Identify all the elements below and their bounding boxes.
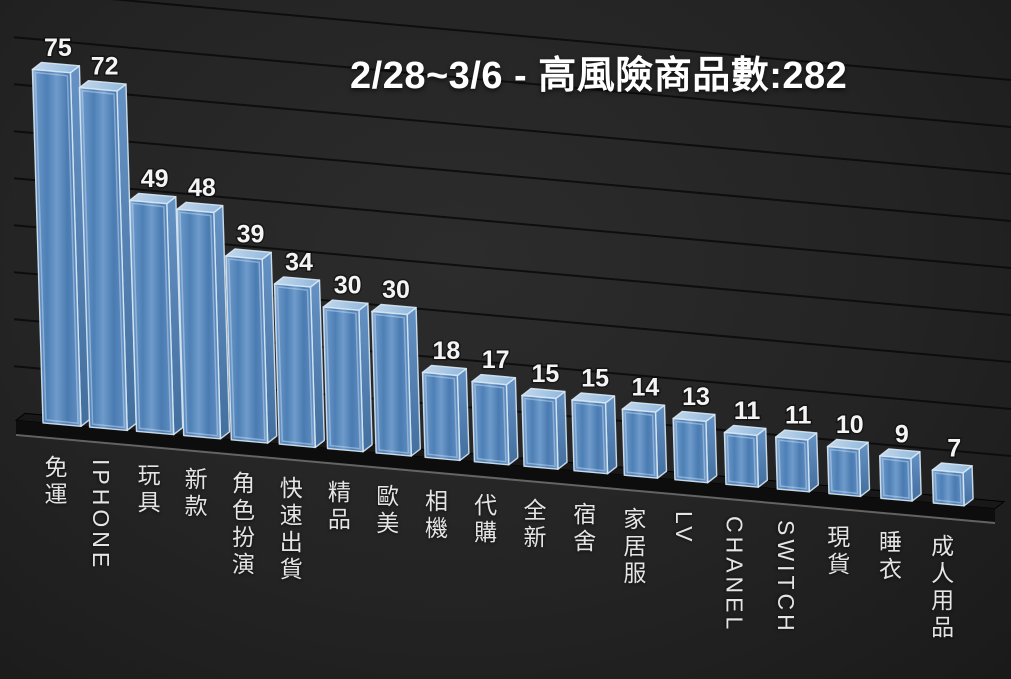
bar-現貨: [826, 438, 871, 498]
bar-front-face: [931, 469, 965, 507]
bar-inner-highlight: [881, 458, 910, 499]
value-label: 75: [44, 34, 72, 62]
bar-新款: [176, 201, 231, 440]
bar-front-face: [176, 208, 222, 440]
bar-inner-highlight: [325, 309, 361, 450]
bar-相機: [421, 364, 470, 462]
value-label: 7: [947, 434, 961, 462]
bar-睡衣: [879, 448, 922, 502]
value-labels: 75 72 49 48 39 34 30 30 18 17 15 15 14 13 11 11 10 9 7: [42, 33, 962, 464]
bar-inner-highlight: [777, 439, 808, 490]
bar-inner-highlight: [474, 383, 507, 463]
bar-front-face: [421, 371, 461, 462]
bar-front-face: [371, 310, 412, 457]
bar-front-face: [225, 255, 269, 444]
value-label: 13: [682, 383, 710, 411]
value-label: 30: [382, 276, 410, 304]
bar-免運: [31, 61, 91, 427]
bar-代購: [471, 373, 519, 466]
bar-front-face: [128, 199, 175, 436]
value-label: 49: [141, 165, 169, 193]
bar-inner-highlight: [524, 397, 556, 468]
bar-inner-highlight: [574, 402, 606, 472]
bar-inner-highlight: [829, 448, 859, 495]
chart-title: 2/28~3/6 - 高風險商品數:282: [350, 55, 848, 97]
bar-front-face: [775, 436, 810, 493]
bar-front-face: [322, 306, 364, 453]
gridline: [13, 177, 1011, 269]
bar-角色扮演: [225, 248, 278, 444]
value-label: 39: [237, 221, 265, 249]
bar-inner-highlight: [228, 258, 266, 441]
bar-front-face: [78, 86, 128, 432]
bar-全新: [521, 387, 568, 470]
value-label: 18: [432, 337, 460, 365]
bar-歐美: [371, 303, 421, 457]
bar-IPHONE: [78, 79, 137, 432]
bar-front-face: [571, 399, 609, 475]
bar-inner-highlight: [374, 313, 410, 454]
bar-成人用品: [931, 462, 974, 507]
bar-inner-highlight: [424, 374, 458, 459]
value-label: 34: [285, 249, 313, 277]
value-label: 72: [91, 52, 119, 80]
bar-快速出貨: [273, 276, 325, 449]
floor-front: [16, 420, 995, 523]
bar-front-face: [723, 431, 759, 488]
bar-玩具: [128, 192, 184, 436]
value-label: 9: [895, 420, 909, 448]
gridline: [13, 130, 1011, 222]
value-label: 17: [482, 346, 510, 374]
bar-front-face: [273, 283, 316, 449]
value-label: 15: [531, 360, 559, 388]
bar-inner-highlight: [131, 202, 172, 433]
bar-inner-highlight: [675, 420, 706, 481]
bar-inner-highlight: [34, 71, 79, 425]
bar-inner-highlight: [624, 411, 656, 477]
bar-inner-highlight: [276, 286, 314, 446]
value-label: 11: [785, 402, 812, 430]
floor-bottom-edge: [15, 433, 996, 525]
bar-front-face: [879, 455, 913, 502]
bar-inner-highlight: [726, 434, 757, 486]
value-label: 10: [836, 411, 864, 439]
bar-宿舍: [571, 392, 618, 475]
gridline: [13, 83, 1011, 175]
value-label: 15: [581, 365, 609, 393]
bar-front-face: [521, 394, 559, 470]
value-label: 14: [631, 374, 659, 402]
value-label: 48: [188, 174, 216, 202]
gridline: [110, 0, 1011, 81]
bar-CHANEL: [723, 424, 768, 488]
bar-inner-highlight: [81, 89, 125, 429]
gridline: [13, 36, 1011, 128]
bar-inner-highlight: [179, 211, 219, 437]
bar-front-face: [826, 445, 862, 498]
bar-inner-highlight: [934, 472, 962, 504]
bar-SWITCH: [775, 429, 819, 493]
bar-front-face: [672, 417, 709, 484]
bar-LV: [672, 410, 718, 484]
bar-front-face: [471, 380, 510, 466]
bar-家居服: [621, 401, 668, 479]
value-label: 30: [334, 272, 362, 300]
bar-front-face: [31, 68, 82, 427]
value-label: 11: [734, 397, 761, 425]
bar-front-face: [621, 408, 659, 479]
bar-精品: [322, 299, 373, 453]
